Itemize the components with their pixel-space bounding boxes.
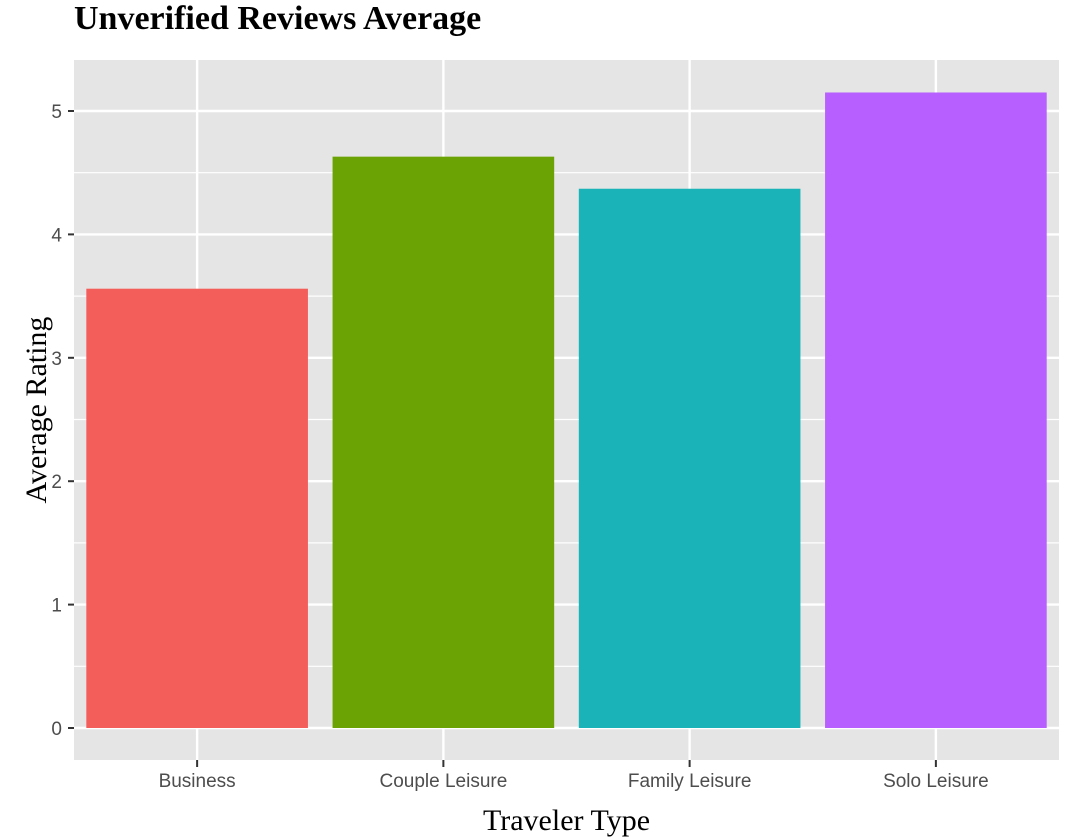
bar-family-leisure (578, 188, 801, 728)
x-axis-title: Traveler Type (482, 804, 651, 837)
y-axis-title: Average Rating (20, 316, 53, 504)
x-tick-label: Business (159, 771, 236, 792)
chart-title: Unverified Reviews Average (74, 0, 482, 37)
y-tick-label: 0 (51, 719, 62, 740)
bar-couple-leisure (332, 156, 555, 728)
bar-solo-leisure (825, 92, 1047, 729)
bar-business (86, 288, 308, 728)
x-tick-label: Couple Leisure (379, 771, 507, 792)
y-tick-label: 4 (51, 225, 62, 246)
y-tick-label: 3 (51, 349, 62, 370)
y-tick-label: 5 (51, 102, 62, 123)
y-tick-label: 2 (51, 472, 62, 493)
y-tick-label: 1 (51, 596, 62, 617)
x-tick-label: Family Leisure (628, 771, 752, 792)
x-tick-label: Solo Leisure (883, 771, 989, 792)
